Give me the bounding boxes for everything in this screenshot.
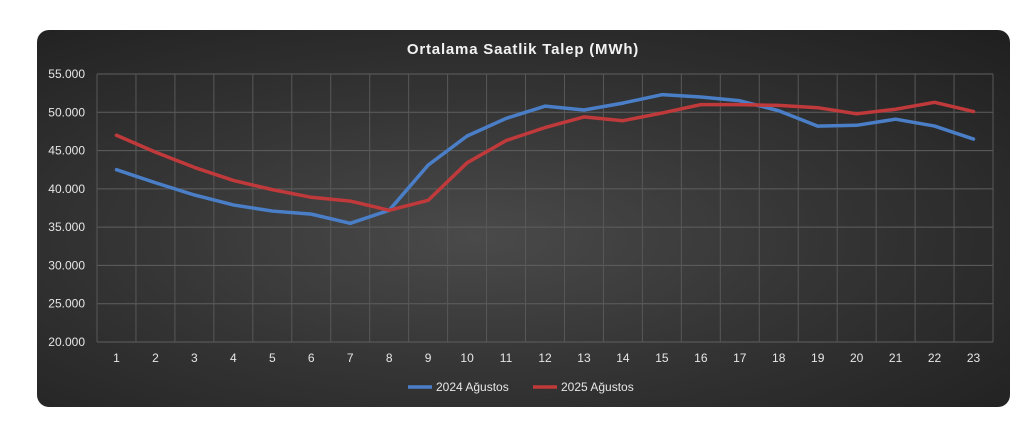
chart-title: Ortalama Saatlik Talep (MWh) [407, 41, 639, 58]
x-tick-label: 3 [191, 351, 198, 365]
x-tick-label: 16 [694, 351, 708, 365]
x-tick-label: 15 [655, 351, 669, 365]
x-tick-label: 22 [928, 351, 942, 365]
y-tick-label: 50.000 [48, 105, 85, 119]
x-tick-label: 4 [230, 351, 237, 365]
x-tick-label: 7 [347, 351, 354, 365]
legend-label: 2025 Ağustos [561, 380, 634, 394]
y-tick-label: 25.000 [48, 297, 85, 311]
x-tick-label: 11 [500, 351, 513, 365]
series-line-1 [114, 92, 976, 226]
y-tick-label: 30.000 [48, 258, 85, 272]
x-tick-label: 18 [772, 351, 786, 365]
x-tick-label: 5 [269, 351, 276, 365]
y-tick-label: 45.000 [48, 144, 85, 158]
x-tick-label: 2 [152, 351, 159, 365]
x-tick-label: 19 [811, 351, 825, 365]
x-tick-label: 21 [889, 351, 903, 365]
x-tick-label: 13 [577, 351, 591, 365]
x-tick-label: 9 [425, 351, 432, 365]
y-tick-label: 55.000 [48, 67, 85, 81]
y-tick-label: 35.000 [48, 220, 85, 234]
x-tick-label: 12 [538, 351, 552, 365]
x-tick-label: 1 [113, 351, 120, 365]
x-tick-label: 10 [460, 351, 474, 365]
x-tick-label: 23 [967, 351, 981, 365]
legend-label: 2024 Ağustos [436, 380, 509, 394]
chart-card [37, 30, 1010, 407]
x-tick-label: 17 [733, 351, 747, 365]
x-tick-label: 8 [386, 351, 393, 365]
series-line-2 [114, 100, 976, 213]
y-tick-label: 20.000 [48, 335, 85, 349]
x-tick-label: 6 [308, 351, 315, 365]
x-tick-label: 20 [850, 351, 864, 365]
y-tick-label: 40.000 [48, 182, 85, 196]
x-tick-label: 14 [616, 351, 630, 365]
